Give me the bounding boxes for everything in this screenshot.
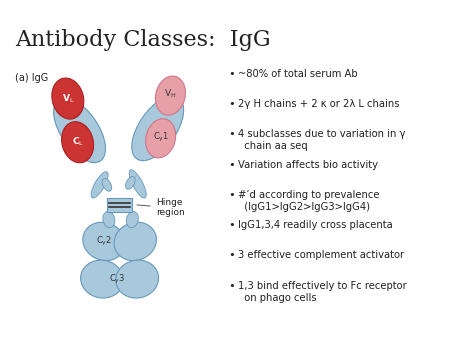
Text: 3 effective complement activator: 3 effective complement activator	[238, 250, 404, 260]
Ellipse shape	[132, 96, 184, 161]
Bar	[107, 198, 132, 212]
Text: ~80% of total serum Ab: ~80% of total serum Ab	[238, 69, 357, 79]
Ellipse shape	[91, 172, 108, 198]
Ellipse shape	[81, 260, 123, 298]
Ellipse shape	[126, 212, 138, 228]
Text: IgG1,3,4 readily cross placenta: IgG1,3,4 readily cross placenta	[238, 220, 392, 230]
Text: 4 subclasses due to variation in γ
  chain aa seq: 4 subclasses due to variation in γ chain…	[238, 129, 405, 151]
Text: #’d according to prevalence
  (IgG1>IgG2>IgG3>IgG4): #’d according to prevalence (IgG1>IgG2>I…	[238, 190, 379, 212]
Text: (a) IgG: (a) IgG	[15, 73, 48, 83]
Text: •: •	[228, 99, 235, 109]
Text: C$_\mathrm{L}$: C$_\mathrm{L}$	[72, 136, 84, 148]
Ellipse shape	[146, 119, 176, 158]
Ellipse shape	[155, 76, 185, 115]
Ellipse shape	[83, 222, 125, 261]
Ellipse shape	[116, 260, 158, 298]
Text: C$_\mathregular{\gamma}$1: C$_\mathregular{\gamma}$1	[153, 131, 169, 144]
Ellipse shape	[52, 78, 84, 119]
Text: •: •	[228, 129, 235, 139]
Text: Variation affects bio activity: Variation affects bio activity	[238, 160, 378, 170]
Text: V$_\mathrm{L}$: V$_\mathrm{L}$	[62, 92, 74, 105]
Text: C$_\mathregular{\gamma}$2: C$_\mathregular{\gamma}$2	[96, 235, 112, 248]
Text: •: •	[228, 160, 235, 170]
Ellipse shape	[126, 176, 135, 189]
Text: V$_\mathrm{H}$: V$_\mathrm{H}$	[164, 88, 176, 100]
Text: •: •	[228, 250, 235, 260]
Ellipse shape	[54, 98, 105, 163]
Text: C$_\mathregular{\gamma}$3: C$_\mathregular{\gamma}$3	[108, 272, 125, 286]
Ellipse shape	[114, 222, 157, 261]
Text: Antibody Classes:  IgG: Antibody Classes: IgG	[15, 29, 271, 51]
Ellipse shape	[103, 212, 115, 228]
Ellipse shape	[129, 170, 146, 198]
Text: •: •	[228, 190, 235, 200]
Ellipse shape	[102, 178, 112, 191]
Text: 1,3 bind effectively to Fc receptor
  on phago cells: 1,3 bind effectively to Fc receptor on p…	[238, 281, 407, 303]
Text: •: •	[228, 69, 235, 79]
Ellipse shape	[62, 122, 94, 163]
Text: 2γ H chains + 2 κ or 2λ L chains: 2γ H chains + 2 κ or 2λ L chains	[238, 99, 399, 109]
Text: Hinge
region: Hinge region	[137, 198, 184, 217]
Text: •: •	[228, 220, 235, 230]
Text: •: •	[228, 281, 235, 291]
